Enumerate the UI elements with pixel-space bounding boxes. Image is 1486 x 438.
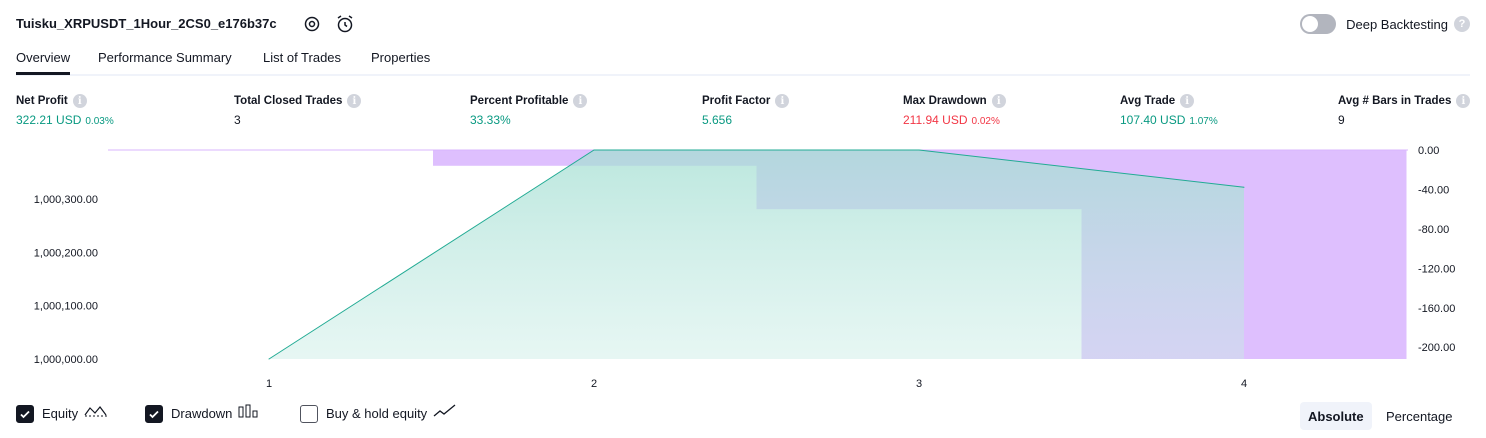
- equity-checkbox[interactable]: [16, 404, 34, 423]
- tab-properties[interactable]: Properties: [371, 50, 431, 65]
- tab-performance-summary[interactable]: Performance Summary: [98, 50, 232, 65]
- equity-series: [268, 149, 1245, 360]
- deep-backtesting-toggle[interactable]: [1300, 14, 1337, 34]
- tab-bar: Overview Performance Summary List of Tra…: [16, 48, 1470, 76]
- equity-point: [268, 358, 270, 360]
- right-axis-tick: -120.00: [1418, 263, 1455, 275]
- left-axis-tick: 1,000,100.00: [34, 301, 98, 313]
- add-alert-icon[interactable]: [335, 14, 355, 34]
- x-axis-tick: 1: [266, 378, 272, 390]
- info-icon[interactable]: i: [347, 94, 362, 108]
- stat-percent-profitable: Percent Profitable i 33.33%: [470, 94, 588, 127]
- equity-line: [268, 149, 1245, 360]
- strategy-title: Tuisku_XRPUSDT_1Hour_2CS0_e176b37c: [16, 16, 277, 31]
- stat-profit-factor: Profit Factor i 5.656: [702, 94, 790, 127]
- stat-value: 9: [1338, 113, 1345, 127]
- strategy-header: Tuisku_XRPUSDT_1Hour_2CS0_e176b37c Deep …: [16, 10, 1470, 38]
- right-axis-tick: -200.00: [1418, 342, 1455, 354]
- stat-value: 107.40 USD: [1120, 113, 1186, 127]
- info-icon[interactable]: i: [1456, 94, 1471, 108]
- help-icon[interactable]: ?: [1454, 16, 1470, 32]
- equity-line-icon: [84, 404, 108, 423]
- deep-backtesting-control: Deep Backtesting ?: [1300, 13, 1470, 35]
- right-axis-tick: -160.00: [1418, 303, 1455, 315]
- legend-label: Buy & hold equity: [326, 406, 428, 421]
- legend-label: Drawdown: [171, 406, 233, 421]
- stat-net-profit: Net Profit i 322.21 USD 0.03%: [16, 94, 114, 127]
- deep-backtesting-label: Deep Backtesting: [1346, 16, 1448, 32]
- stat-label: Percent Profitable: [470, 95, 569, 107]
- settings-icon[interactable]: [302, 14, 322, 34]
- chart-axes: 1,000,300.00 1,000,200.00 1,000,100.00 1,00…: [34, 145, 1456, 390]
- equity-point: [593, 149, 595, 151]
- legend-equity[interactable]: Equity: [16, 404, 108, 423]
- stat-label: Total Closed Trades: [234, 95, 343, 107]
- equity-point: [918, 149, 920, 151]
- legend-buy-hold-equity[interactable]: Buy & hold equity: [300, 404, 457, 423]
- stat-percent: 0.02%: [971, 116, 1000, 127]
- stat-label: Net Profit: [16, 95, 68, 107]
- right-axis-tick: 0.00: [1418, 145, 1439, 157]
- stat-value: 5.656: [702, 113, 733, 127]
- stat-value: 211.94 USD: [903, 113, 968, 127]
- info-icon[interactable]: i: [1180, 94, 1195, 108]
- stat-label: Avg # Bars in Trades: [1338, 95, 1452, 107]
- x-axis-tick: 2: [591, 378, 597, 390]
- stat-percent: 0.03%: [85, 116, 114, 127]
- stat-label: Avg Trade: [1120, 95, 1176, 107]
- info-icon[interactable]: i: [72, 94, 87, 108]
- equity-drawdown-chart[interactable]: 1,000,300.00 1,000,200.00 1,000,100.00 1,00…: [0, 140, 1486, 396]
- stat-total-closed-trades: Total Closed Trades i 3: [234, 94, 362, 127]
- stat-max-drawdown: Max Drawdown i 211.94 USD 0.02%: [903, 94, 1006, 127]
- equity-area: [269, 150, 1244, 359]
- toggle-knob: [1302, 16, 1319, 32]
- right-axis-tick: -80.00: [1418, 224, 1449, 236]
- legend-label: Equity: [42, 406, 79, 421]
- stat-label: Profit Factor: [702, 95, 771, 107]
- stat-percent: 1.07%: [1189, 116, 1218, 127]
- legend-drawdown[interactable]: Drawdown: [145, 404, 260, 423]
- left-axis-tick: 1,000,000.00: [34, 354, 98, 366]
- buy-hold-checkbox[interactable]: [300, 404, 318, 423]
- stat-value: 33.33%: [470, 113, 511, 127]
- x-axis-tick: 4: [1241, 378, 1247, 390]
- tab-list-of-trades[interactable]: List of Trades: [263, 50, 342, 65]
- left-axis-tick: 1,000,200.00: [34, 247, 98, 259]
- stat-avg-bars-in-trades: Avg # Bars in Trades i 9: [1338, 94, 1471, 127]
- left-axis-tick: 1,000,300.00: [34, 194, 98, 206]
- buy-hold-line-icon: [433, 404, 457, 423]
- stat-value: 3: [234, 113, 241, 127]
- chart-legend: Equity Drawdown Buy & hold equity Absolu…: [16, 402, 1470, 430]
- drawdown-checkbox[interactable]: [145, 404, 163, 423]
- info-icon[interactable]: i: [775, 94, 790, 108]
- info-icon[interactable]: i: [573, 94, 588, 108]
- info-icon[interactable]: i: [991, 94, 1006, 108]
- right-axis-tick: -40.00: [1418, 184, 1449, 196]
- drawdown-bars-icon: [238, 404, 260, 423]
- stat-avg-trade: Avg Trade i 107.40 USD 1.07%: [1120, 94, 1218, 127]
- percentage-mode-button[interactable]: Percentage: [1386, 408, 1453, 424]
- x-axis-tick: 3: [916, 378, 922, 390]
- stat-label: Max Drawdown: [903, 95, 987, 107]
- absolute-mode-button[interactable]: Absolute: [1300, 402, 1372, 430]
- equity-point: [1243, 186, 1245, 188]
- stat-value: 322.21 USD: [16, 113, 82, 127]
- tab-overview[interactable]: Overview: [16, 50, 71, 75]
